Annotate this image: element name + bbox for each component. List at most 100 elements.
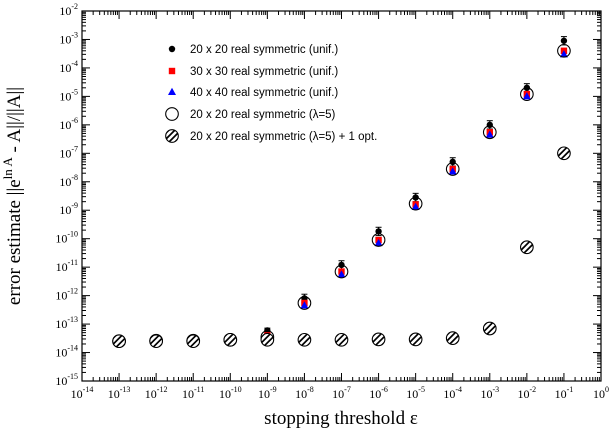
x-tick-label: 10-9: [258, 385, 277, 401]
marker-outline: [149, 334, 163, 349]
y-axis-title: error estimate ||eln A - A||/||A||: [0, 87, 25, 305]
hatch-line: [520, 240, 534, 254]
data-point: [334, 264, 349, 279]
axis-ticks: 10-14 10-13 10-12 10-11 10-10 10-9 10-8 10-7 10-…: [55, 2, 609, 401]
hatch-line: [483, 322, 497, 335]
marker-outline: [112, 334, 126, 349]
data-point: [557, 146, 571, 161]
marker-outline: [165, 129, 179, 143]
marker-outline: [520, 240, 534, 255]
data-point: [560, 37, 568, 44]
x-tick-label: 10-14: [71, 385, 94, 401]
legend-item-2: 30 x 30 real symmetric (unif.): [168, 66, 338, 78]
hatch-line: [261, 333, 274, 347]
y-tick-label: 10-5: [59, 87, 78, 103]
data-point: [300, 301, 309, 309]
data-point: [482, 321, 497, 336]
legend-marker: [168, 67, 176, 75]
data-point: [482, 125, 497, 140]
x-tick-label: 10-8: [295, 385, 314, 401]
hatch-line: [335, 333, 348, 347]
hatch-line: [557, 147, 571, 160]
data-point: [260, 332, 275, 347]
plot-frame: [81, 10, 602, 382]
y-tick-label: 10-10: [55, 230, 78, 246]
data-point: [112, 334, 126, 349]
y-tick-label: 10-2: [59, 2, 78, 18]
legend-marker: [168, 45, 176, 53]
x-tick-label: 10-5: [406, 385, 425, 401]
data-point: [445, 331, 460, 346]
x-tick-label: 10-12: [145, 385, 168, 401]
legend-item-4: 20 x 20 real symmetric (λ=5): [165, 107, 336, 121]
data-point: [411, 202, 420, 210]
y-tick-label: 10-11: [56, 258, 78, 274]
x-tick-label: 100: [593, 385, 609, 401]
data-point: [522, 92, 531, 100]
hatch-line: [409, 333, 422, 346]
data-point: [486, 121, 493, 129]
legend-label: 20 x 20 real symmetric (λ=5) + 1 opt.: [190, 131, 377, 143]
marker-outline: [297, 332, 312, 347]
data-point: [449, 158, 456, 166]
hatch-line: [223, 333, 237, 347]
hatch-line: [335, 333, 348, 347]
marker-outline: [334, 332, 349, 347]
y-tick-label: 10-6: [59, 116, 78, 132]
x-tick-label: 10-10: [219, 385, 242, 401]
data-point: [448, 167, 457, 175]
legend-marker: [165, 107, 179, 121]
y-tick-label: 10-13: [55, 315, 78, 331]
y-tick-label: 10-12: [55, 287, 78, 303]
y-tick-label: 10-7: [59, 144, 78, 160]
hatch-line: [372, 333, 385, 346]
marker-outline: [408, 332, 423, 347]
data-point: [408, 332, 423, 347]
x-tick-label: 10-11: [182, 385, 204, 401]
y-tick-label: 10-14: [55, 344, 78, 360]
x-axis-title: stopping threshold ε: [264, 408, 418, 429]
legend-item-3: 40 x 40 real symmetric (unif.): [168, 87, 338, 99]
marker-outline: [186, 334, 201, 349]
data-point: [557, 43, 571, 58]
hatch-line: [165, 129, 179, 143]
data-point: [520, 87, 534, 101]
hatch-line: [149, 334, 163, 348]
marker-outline: [557, 146, 571, 161]
hatch-line: [112, 334, 126, 348]
legend: 20 x 20 real symmetric (unif.) 30 x 30 re…: [165, 44, 377, 143]
x-tick-label: 10-2: [518, 385, 537, 401]
x-tick-label: 10-7: [332, 385, 351, 401]
data-point: [149, 334, 163, 349]
hatch-line: [446, 331, 460, 345]
data-marks: [112, 36, 571, 349]
series-4: [112, 43, 571, 349]
data-point: [297, 296, 312, 310]
hatch-line: [298, 333, 311, 347]
data-point: [371, 233, 386, 247]
x-tick-label: 10-6: [369, 385, 388, 401]
data-point: [223, 332, 238, 347]
legend-label: 30 x 30 real symmetric (unif.): [190, 66, 338, 78]
data-point: [559, 50, 568, 58]
hatch-line: [557, 147, 571, 160]
y-axis-title-prefix: error estimate ||e: [4, 179, 25, 305]
hatch-line: [446, 331, 460, 345]
data-point: [374, 238, 383, 247]
legend-item-5: 20 x 20 real symmetric (λ=5) + 1 opt.: [165, 129, 377, 143]
hatch-line: [372, 333, 385, 346]
hatch-line: [149, 334, 163, 348]
data-point: [337, 270, 346, 278]
data-point: [520, 240, 534, 255]
hatch-line: [261, 333, 274, 347]
hatch-line: [298, 333, 311, 347]
legend-item-1: 20 x 20 real symmetric (unif.): [168, 44, 338, 56]
data-point: [375, 228, 382, 235]
marker-outline: [371, 332, 386, 347]
y-tick-label: 10-15: [55, 372, 78, 388]
series-3: [263, 50, 568, 341]
y-tick-label: 10-9: [59, 201, 78, 217]
data-point: [408, 196, 423, 211]
